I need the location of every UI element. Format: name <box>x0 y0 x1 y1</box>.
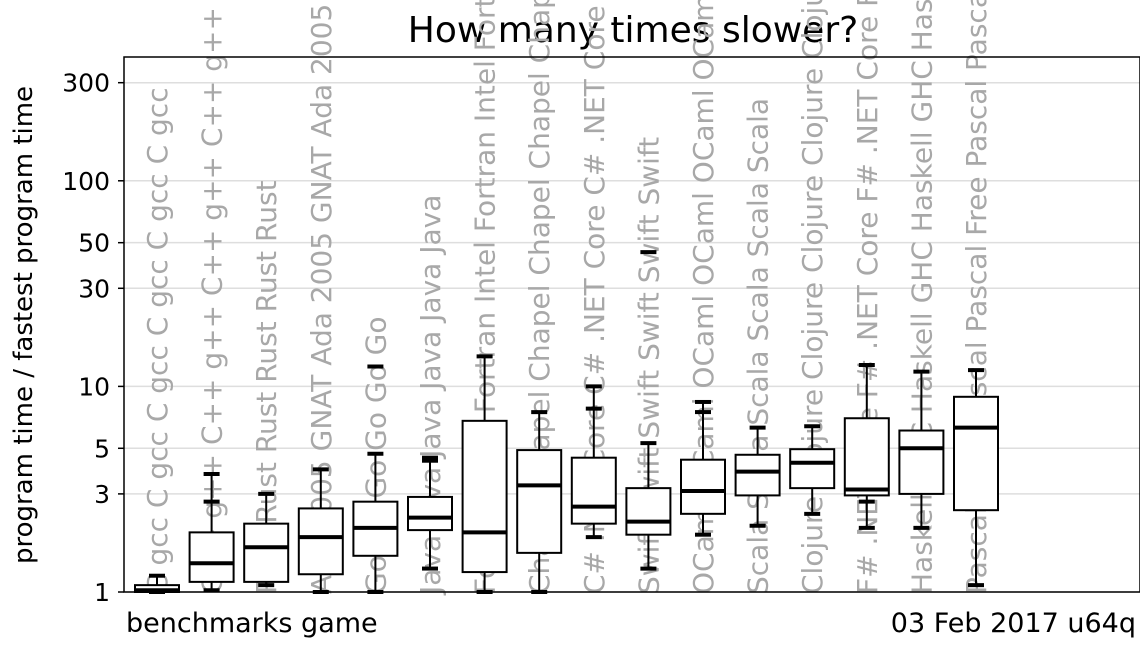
y-tick-label: 3 <box>94 480 110 509</box>
box-swift <box>625 250 672 571</box>
iqr-box <box>570 456 617 525</box>
boxes <box>134 250 999 594</box>
plot-frame <box>123 56 1140 593</box>
box-fortran-intel <box>461 354 508 594</box>
box-chapel <box>516 410 563 594</box>
box-pascal-free-pascal <box>953 368 999 588</box>
footer-right: 03 Feb 2017 u64q <box>891 608 1136 639</box>
footer-left: benchmarks game <box>126 608 378 639</box>
iqr-box <box>843 417 890 497</box>
box-java <box>407 455 453 571</box>
iqr-box <box>625 487 672 536</box>
chart-title: How many times slower? <box>408 10 859 51</box>
box-rust <box>243 491 290 588</box>
iqr-box <box>188 531 235 583</box>
iqr-box <box>898 429 945 495</box>
iqr-box <box>407 495 453 532</box>
iqr-box <box>461 419 508 574</box>
box-ocaml <box>680 399 726 537</box>
iqr-box <box>297 507 344 576</box>
box-f-net-core <box>843 363 890 530</box>
language-label: C gcc C gcc C gcc C gcc C gcc C gcc <box>141 87 174 594</box>
box-c-g- <box>188 471 235 593</box>
box-go <box>352 364 399 594</box>
y-tick-label: 100 <box>62 167 110 196</box>
iqr-box <box>243 522 290 583</box>
box-clojure <box>789 424 836 516</box>
language-labels: C gcc C gcc C gcc C gcc C gcc C gcc C++ … <box>141 0 993 596</box>
y-tick-label: 300 <box>62 69 110 98</box>
iqr-box <box>516 449 563 554</box>
y-tick-labels: 1 3 5 10 30 50 100 300 <box>62 69 124 607</box>
box-c-net-core <box>570 384 617 540</box>
box-scala <box>734 425 781 528</box>
iqr-box <box>789 448 836 490</box>
y-axis-label: program time / fastest program time <box>9 86 39 564</box>
y-tick-label: 5 <box>94 434 110 463</box>
y-tick-label: 30 <box>78 274 110 303</box>
y-tick-label: 1 <box>94 578 110 607</box>
iqr-box <box>953 395 999 512</box>
iqr-box <box>734 453 781 497</box>
y-tick-label: 50 <box>78 229 110 258</box>
iqr-box <box>680 458 726 515</box>
box-ada-2005-gnat <box>297 467 344 594</box>
y-tick-label: 10 <box>78 372 110 401</box>
box-haskell-ghc <box>898 369 945 530</box>
